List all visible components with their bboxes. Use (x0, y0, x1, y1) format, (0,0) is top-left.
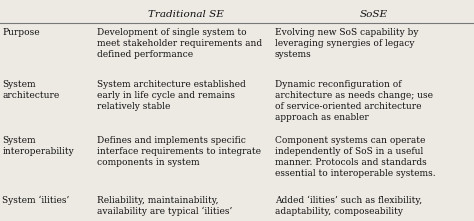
Text: Added ‘ilities’ such as flexibility,
adaptability, composeability: Added ‘ilities’ such as flexibility, ada… (275, 196, 422, 216)
Text: Evolving new SoS capability by
leveraging synergies of legacy
systems: Evolving new SoS capability by leveragin… (275, 28, 419, 59)
Text: Reliability, maintainability,
availability are typical ‘ilities’: Reliability, maintainability, availabili… (97, 196, 233, 216)
Text: Traditional SE: Traditional SE (148, 10, 224, 19)
Text: Defines and implements specific
interface requirements to integrate
components i: Defines and implements specific interfac… (97, 136, 261, 167)
Text: Purpose: Purpose (2, 28, 40, 37)
Text: Dynamic reconfiguration of
architecture as needs change; use
of service-oriented: Dynamic reconfiguration of architecture … (275, 80, 433, 122)
Text: SoSE: SoSE (359, 10, 388, 19)
Text: System architecture established
early in life cycle and remains
relatively stabl: System architecture established early in… (97, 80, 246, 111)
Text: Component systems can operate
independently of SoS in a useful
manner. Protocols: Component systems can operate independen… (275, 136, 436, 178)
Text: System ‘ilities’: System ‘ilities’ (2, 196, 70, 205)
Text: Development of single system to
meet stakeholder requirements and
defined perfor: Development of single system to meet sta… (97, 28, 262, 59)
Text: System
architecture: System architecture (2, 80, 60, 100)
Text: System
interoperability: System interoperability (2, 136, 74, 156)
